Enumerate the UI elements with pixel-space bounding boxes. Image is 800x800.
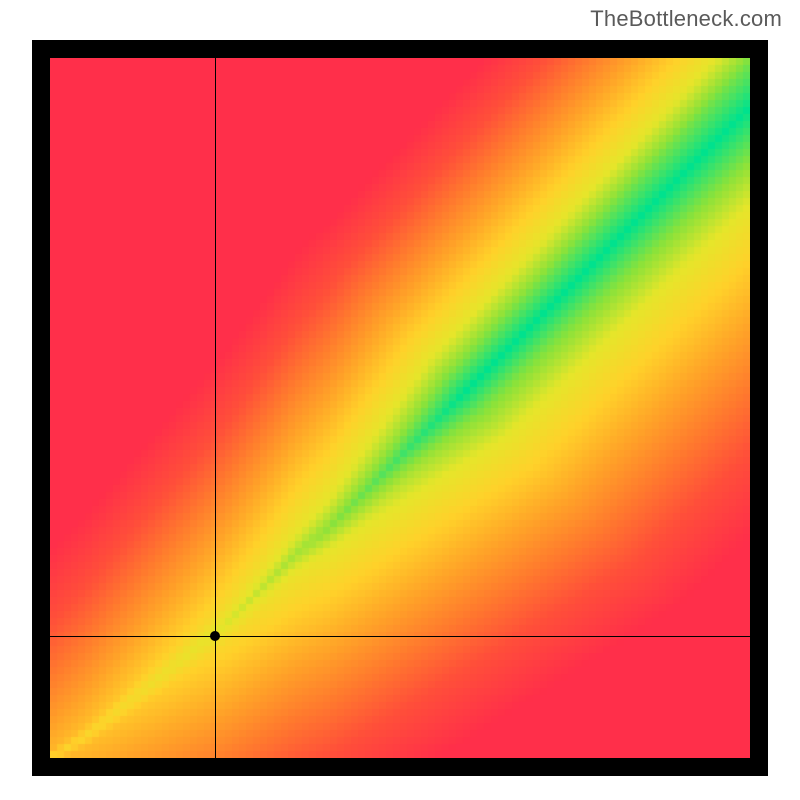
watermark-text: TheBottleneck.com [590,6,782,32]
crosshair-horizontal [50,636,750,637]
crosshair-marker [210,631,220,641]
crosshair-vertical [215,58,216,758]
plot-frame [32,40,768,776]
bottleneck-heatmap [50,58,750,758]
figure-container: TheBottleneck.com [0,0,800,800]
